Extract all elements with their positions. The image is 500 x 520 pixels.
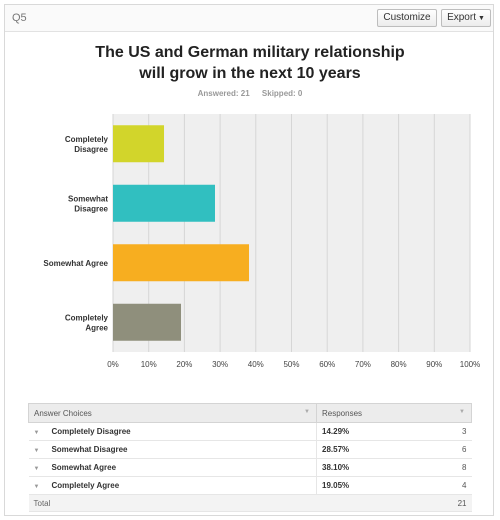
response-count: 8 — [391, 458, 472, 477]
bar — [113, 244, 250, 282]
responses-header-label: Responses — [322, 408, 363, 418]
skipped-count: Skipped: 0 — [261, 89, 303, 98]
category-label: Somewhat Disagree — [68, 194, 109, 213]
response-percent: 14.29% — [316, 422, 392, 441]
answer-choice-label: Somewhat Disagree — [51, 445, 128, 454]
category-label: Somewhat Agree — [43, 259, 108, 268]
response-count: 3 — [391, 422, 472, 441]
answer-choice-label: Completely Disagree — [51, 427, 131, 436]
export-button[interactable]: Export ▼ — [441, 9, 491, 27]
bar-chart: Completely Disagree Somewhat Disagree Somewh… — [43, 114, 480, 369]
x-tick-label: 40% — [248, 360, 264, 369]
bar — [113, 184, 215, 222]
chart-title-line-1: The US and German military relationship — [95, 44, 405, 61]
x-tick-label: 50% — [283, 360, 299, 369]
total-row: Total 21 — [28, 494, 472, 512]
answered-count: Answered: 21 — [197, 89, 250, 98]
response-percent: 19.05% — [316, 476, 392, 495]
answer-choice-label: Completely Agree — [51, 481, 120, 490]
x-tick-label: 60% — [319, 360, 335, 369]
question-number: Q5 — [12, 12, 27, 24]
category-label: Completely Disagree — [65, 135, 109, 154]
table-row[interactable]: ▼ Completely Agree 19.05% 4 — [28, 476, 472, 495]
responses-header[interactable]: Responses ▼ — [316, 403, 472, 423]
answer-table: Answer Choices ▼ Responses ▼ ▼ Completely D… — [28, 403, 472, 512]
response-count: 6 — [391, 440, 472, 459]
response-percent: 28.57% — [316, 440, 392, 459]
category-labels: Completely Disagree Somewhat Disagree Somewh… — [43, 135, 108, 333]
x-tick-label: 10% — [141, 360, 157, 369]
response-stats: Answered: 21 Skipped: 0 — [0, 89, 500, 98]
response-count: 4 — [391, 476, 472, 495]
answer-choices-header[interactable]: Answer Choices ▼ — [28, 403, 317, 423]
answer-choices-header-label: Answer Choices — [34, 408, 92, 418]
category-label: Completely Agree — [65, 313, 109, 332]
total-value: 21 — [391, 494, 472, 512]
x-tick-label: 100% — [460, 360, 480, 369]
chart-title-line-2: will grow in the next 10 years — [139, 65, 361, 82]
bar — [113, 303, 182, 341]
expand-caret-icon[interactable]: ▼ — [33, 430, 40, 436]
expand-caret-icon[interactable]: ▼ — [33, 484, 40, 490]
total-label: Total — [28, 494, 392, 512]
x-tick-label: 30% — [212, 360, 228, 369]
question-header: Q5 Customize Export ▼ — [5, 5, 493, 32]
table-row[interactable]: ▼ Completely Disagree 14.29% 3 — [28, 422, 472, 441]
expand-caret-icon[interactable]: ▼ — [33, 448, 40, 454]
chevron-down-icon: ▼ — [477, 15, 485, 22]
export-label: Export — [447, 12, 476, 23]
x-tick-label: 80% — [391, 360, 407, 369]
response-percent: 38.10% — [316, 458, 392, 477]
bar — [113, 125, 165, 163]
sort-caret-icon: ▼ — [304, 409, 310, 415]
customize-label: Customize — [383, 12, 431, 23]
x-axis-ticks: 0% 10% 20% 30% 40% 50% 60% 70% 80% 90% 100% — [107, 360, 480, 369]
table-row[interactable]: ▼ Somewhat Agree 38.10% 8 — [28, 458, 472, 477]
answer-choice-label: Somewhat Agree — [51, 463, 117, 472]
expand-caret-icon[interactable]: ▼ — [33, 466, 40, 472]
customize-button[interactable]: Customize — [377, 9, 437, 27]
sort-caret-icon: ▼ — [459, 409, 465, 415]
table-row[interactable]: ▼ Somewhat Disagree 28.57% 6 — [28, 440, 472, 459]
bars — [113, 125, 250, 341]
chart-title: The US and German military relationship … — [0, 42, 500, 84]
x-tick-label: 20% — [176, 360, 192, 369]
x-tick-label: 0% — [107, 360, 119, 369]
x-tick-label: 70% — [355, 360, 371, 369]
x-tick-label: 90% — [426, 360, 442, 369]
